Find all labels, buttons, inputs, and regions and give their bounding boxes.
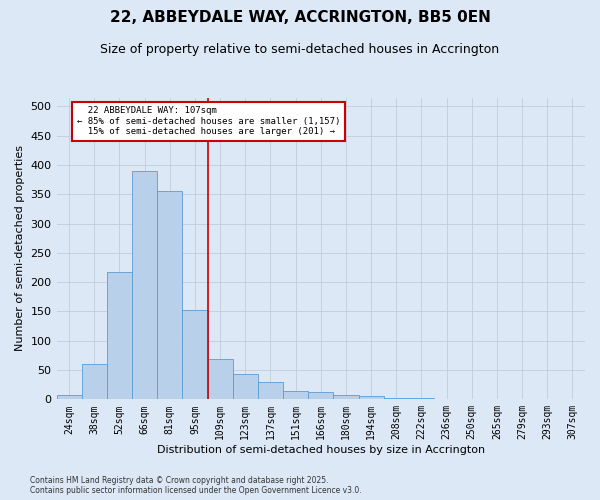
Bar [56,394,82,400]
Text: Contains HM Land Registry data © Crown copyright and database right 2025.
Contai: Contains HM Land Registry data © Crown c… [30,476,362,495]
Bar [334,394,359,400]
Bar [258,382,283,400]
Text: 22 ABBEYDALE WAY: 107sqm
← 85% of semi-detached houses are smaller (1,157)
  15%: 22 ABBEYDALE WAY: 107sqm ← 85% of semi-d… [77,106,340,136]
Bar [359,396,383,400]
Y-axis label: Number of semi-detached properties: Number of semi-detached properties [15,146,25,352]
Bar [383,398,409,400]
Bar [182,310,208,400]
Bar [208,360,233,400]
Text: 22, ABBEYDALE WAY, ACCRINGTON, BB5 0EN: 22, ABBEYDALE WAY, ACCRINGTON, BB5 0EN [110,10,490,25]
Bar [459,398,484,400]
Bar [434,398,459,400]
Bar [509,398,535,400]
Bar [308,392,334,400]
Bar [283,390,308,400]
X-axis label: Distribution of semi-detached houses by size in Accrington: Distribution of semi-detached houses by … [157,445,485,455]
Bar [107,272,132,400]
Bar [82,364,107,400]
Text: Size of property relative to semi-detached houses in Accrington: Size of property relative to semi-detach… [100,42,500,56]
Bar [233,374,258,400]
Bar [157,192,182,400]
Bar [409,398,434,400]
Bar [132,171,157,400]
